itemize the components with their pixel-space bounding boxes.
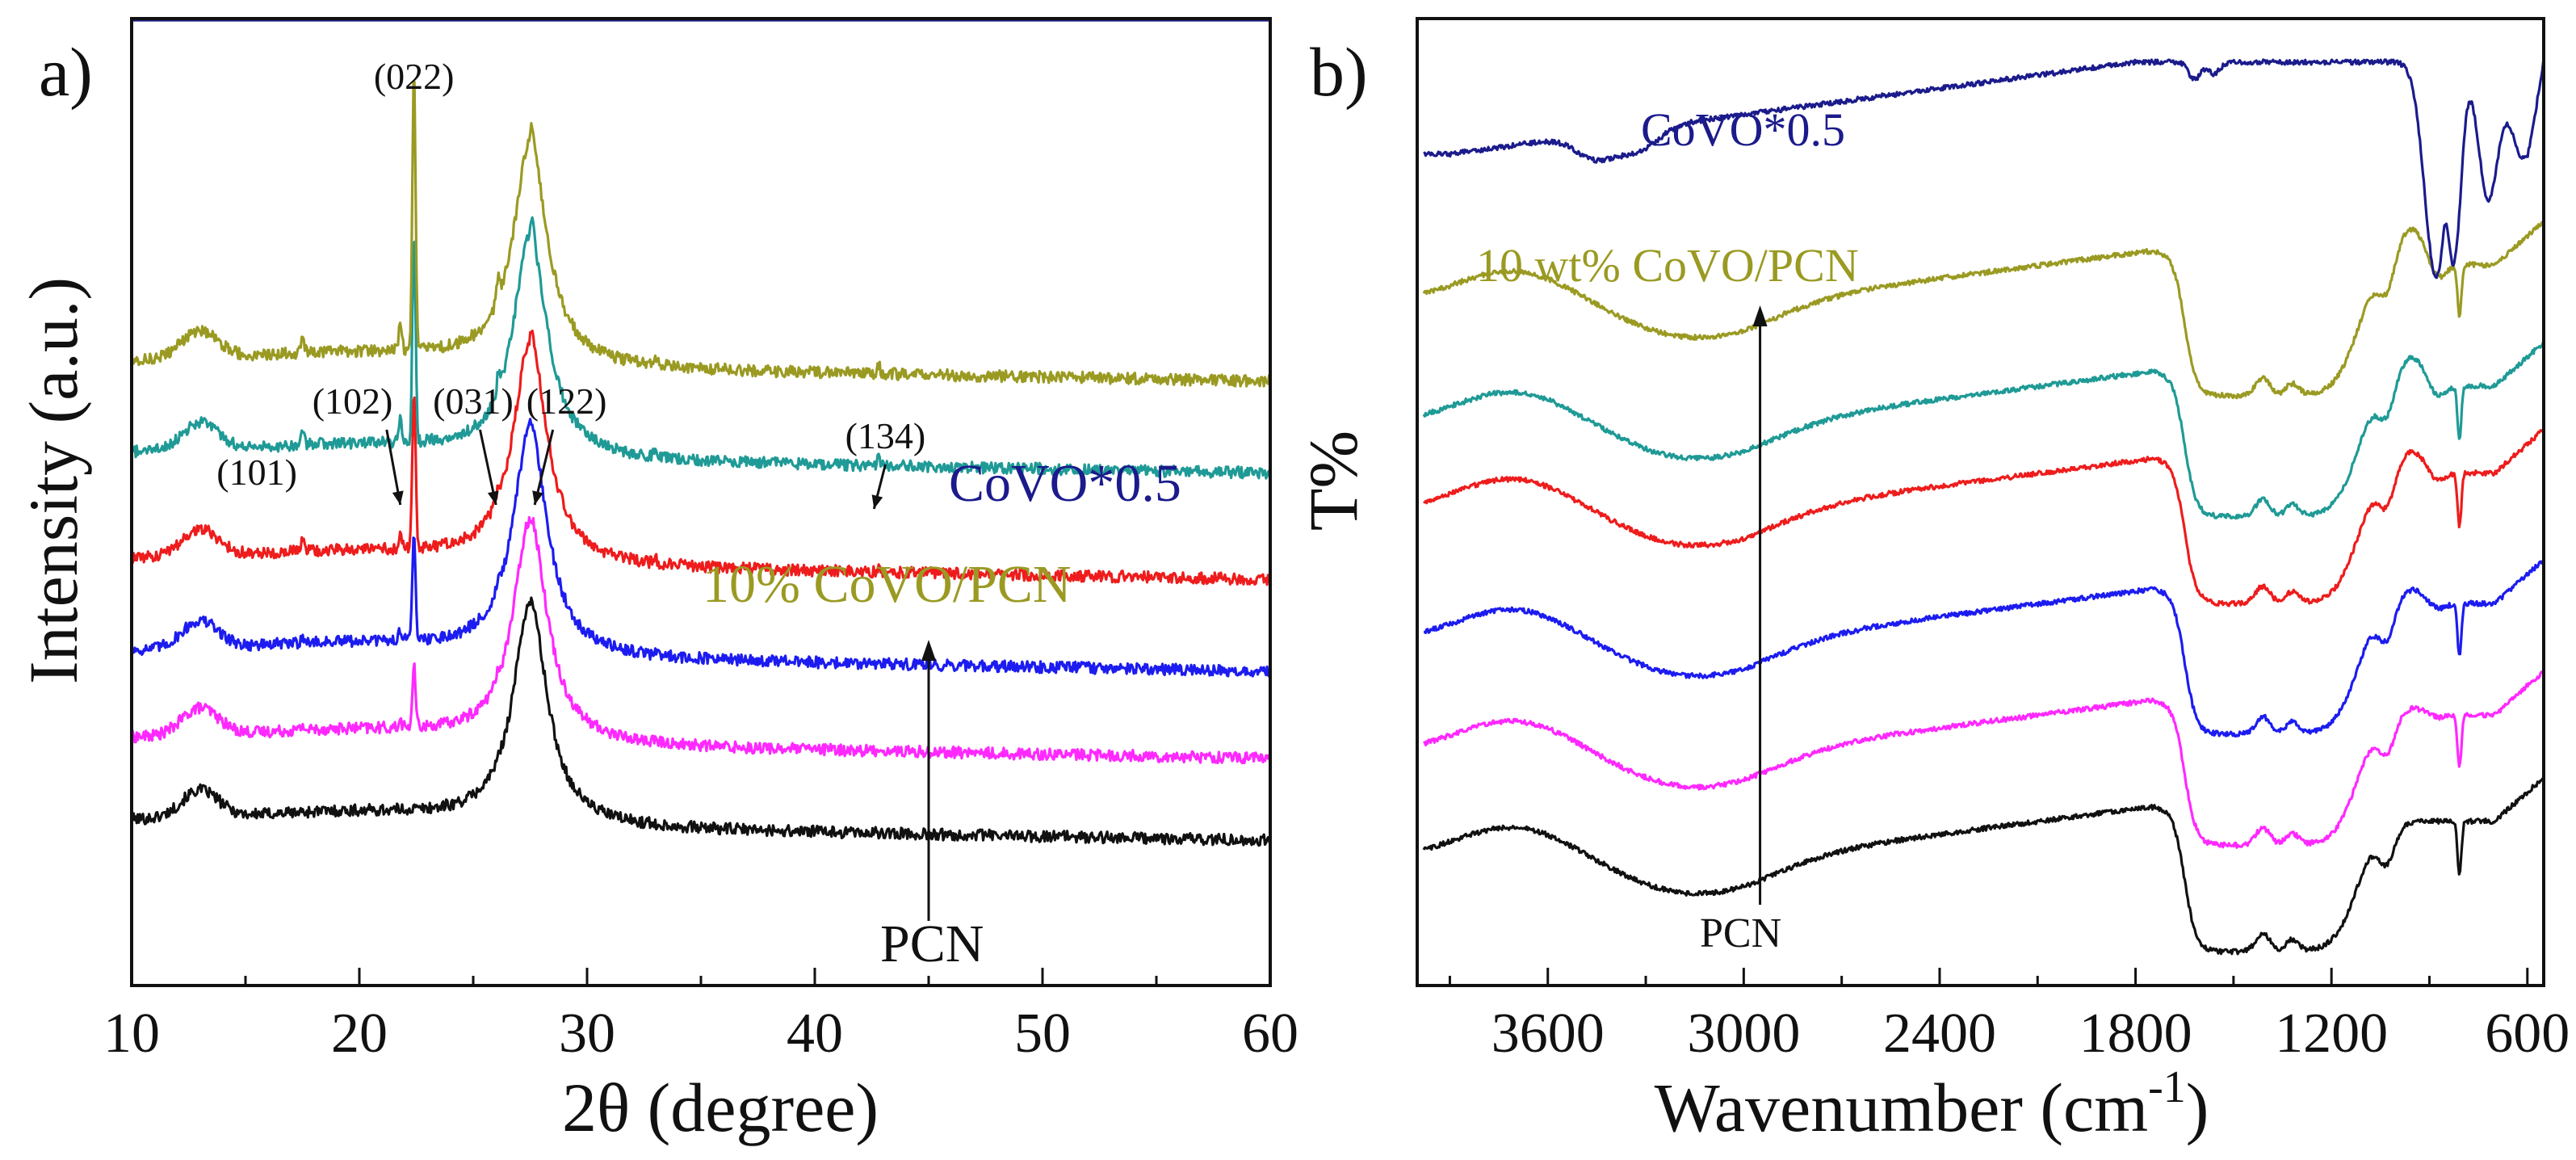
xrd-series-line — [130, 216, 1272, 480]
xrd-series-line — [130, 418, 1272, 678]
peak-indicator-arrowhead — [871, 494, 883, 509]
x-axis-label-b: Wavenumber (cm-1) — [1655, 1062, 2209, 1146]
x-axis-label-b-main: Wavenumber (cm — [1655, 1069, 2149, 1146]
x-tick-label-b: 1800 — [2079, 1002, 2192, 1065]
ftir-series-line — [1422, 777, 2544, 956]
x-tick-label-a: 60 — [1242, 1002, 1298, 1065]
peak-label: (031) — [433, 380, 514, 422]
peak-indicator-arrowhead — [487, 490, 499, 505]
xrd-series-line — [130, 596, 1272, 847]
xrd-series-line — [130, 515, 1272, 765]
annotations-a: (101) (102) (022) (031) (122) (134) CoVO*0.5 10… — [216, 56, 1181, 973]
trend-arrowhead-b — [1752, 305, 1768, 326]
series-annotation-b: CoVO*0.5 — [1641, 103, 1845, 156]
x-tick-label-b: 2400 — [1883, 1002, 1996, 1065]
x-tick-label-b: 3000 — [1687, 1002, 1800, 1065]
plot-frame-b — [1416, 17, 2545, 987]
peak-indicator-arrowhead — [532, 490, 543, 505]
y-axis-label-b: T% — [1294, 431, 1372, 531]
xrd-curves — [130, 19, 1272, 847]
plot-frame-a — [130, 17, 1272, 987]
x-tick-label-a: 40 — [787, 1002, 843, 1065]
series-annotation-a: PCN — [880, 914, 984, 973]
peak-label: (134) — [845, 415, 926, 456]
ftir-curves — [1422, 58, 2545, 956]
x-axis-label-a: 2θ (degree) — [562, 1069, 879, 1146]
x-tick-label-a: 30 — [559, 1002, 615, 1065]
xrd-panel: a) Intensity (a.u.) 2θ (degree) 10 20 30 40… — [15, 17, 1298, 1146]
series-annotation-a: 10% CoVO/PCN — [703, 555, 1072, 614]
x-tick-label-b: 600 — [2485, 1002, 2570, 1065]
xrd-series-line — [130, 329, 1272, 586]
peak-indicator-arrowhead — [392, 490, 404, 505]
series-annotation-a: CoVO*0.5 — [949, 454, 1181, 513]
peak-label: (101) — [216, 452, 297, 493]
series-annotation-b: 10 wt% CoVO/PCN — [1476, 239, 1859, 292]
ftir-series-line — [1423, 559, 2545, 738]
y-axis-label-a: Intensity (a.u.) — [15, 277, 92, 684]
ftir-series-line — [1422, 670, 2545, 849]
x-tick-label-b: 1200 — [2275, 1002, 2388, 1065]
x-tick-label-a: 10 — [103, 1002, 160, 1065]
x-ticks-a: 10 20 30 40 50 60 — [103, 968, 1298, 1065]
x-tick-label-a: 50 — [1014, 1002, 1071, 1065]
x-tick-label-b: 3600 — [1491, 1002, 1605, 1065]
peak-label: (022) — [374, 56, 455, 97]
annotations-b: CoVO*0.5 10 wt% CoVO/PCN PCN — [1476, 103, 1859, 956]
x-tick-label-a: 20 — [331, 1002, 388, 1065]
ftir-panel: b) T% Wavenumber (cm-1) 3600 3000 2400 1800… — [1294, 17, 2570, 1146]
peak-label: (102) — [313, 380, 393, 422]
panel-label-b: b) — [1310, 33, 1368, 111]
ftir-series-line — [1422, 220, 2545, 400]
x-axis-label-b-superscript: -1 — [2148, 1062, 2186, 1112]
trend-arrowhead-a — [921, 640, 936, 661]
ftir-series-line — [1422, 341, 2545, 520]
panel-label-a: a) — [39, 33, 93, 111]
xrd-series-line — [130, 80, 1271, 388]
ftir-series-line — [1423, 58, 2545, 279]
x-ticks-b: 3600 3000 2400 1800 1200 600 — [1448, 968, 2570, 1065]
peak-label: (122) — [527, 380, 607, 422]
series-annotation-b: PCN — [1700, 910, 1781, 956]
ftir-series-line — [1422, 428, 2545, 607]
x-axis-label-b-suffix: ) — [2186, 1069, 2209, 1146]
